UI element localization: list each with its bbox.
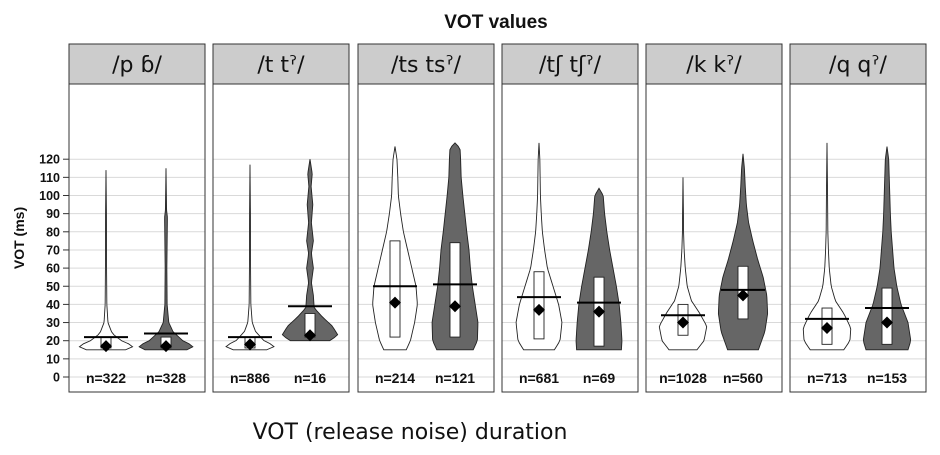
chart-title: VOT values — [444, 12, 548, 33]
median-diamond — [160, 340, 172, 353]
n-label: n=153 — [867, 370, 907, 386]
n-label: n=16 — [294, 370, 327, 386]
violin: n=560 — [717, 153, 769, 386]
median-diamond — [244, 338, 256, 351]
y-tick-label: 20 — [46, 334, 60, 348]
violin: n=121 — [431, 142, 479, 386]
violin-shape — [717, 153, 769, 351]
y-tick-label: 0 — [53, 371, 60, 385]
facet-panel: /k kˀ/n=1028 n=560 — [645, 43, 783, 393]
n-label: n=681 — [519, 370, 559, 386]
violin-shape — [862, 146, 912, 351]
facet-strip — [357, 43, 495, 85]
median-diamond — [449, 300, 461, 313]
facet-panel: /ts tsˀ/n=214 n=121 — [357, 43, 495, 393]
panel-border — [501, 83, 639, 393]
panel-border — [357, 83, 495, 393]
y-tick-label: 120 — [39, 153, 60, 167]
median-diamond — [677, 316, 689, 329]
iqr-box — [389, 240, 401, 338]
violin-shape — [225, 164, 275, 351]
y-tick-label: 60 — [46, 262, 60, 276]
y-tick-label: 90 — [46, 207, 60, 221]
y-axis-ticks: 0 10 20 30 40 50 60 70 80 90 100 110 120 — [39, 153, 69, 385]
violin-shape — [138, 168, 194, 351]
facet-strip — [645, 43, 783, 85]
panel-border — [645, 83, 783, 393]
y-axis-label: VOT (ms) — [11, 207, 27, 269]
y-tick-label: 50 — [46, 280, 60, 294]
figure-caption: VOT (release noise) duration — [252, 420, 568, 445]
iqr-box — [449, 242, 461, 338]
facet-panel: /p ɓ/n=322 n=328 — [68, 43, 206, 393]
facet-strip — [789, 43, 927, 85]
n-label: n=121 — [435, 370, 475, 386]
facet-panel: /t tˀ/n=886 n=16 — [212, 43, 350, 393]
facet-strip-label: /p ɓ/ — [112, 53, 162, 78]
violin: n=153 — [862, 146, 912, 386]
y-tick-label: 110 — [40, 171, 60, 185]
violin: n=322 — [78, 170, 134, 386]
violin-shape — [575, 187, 623, 351]
violin: n=886 — [225, 164, 275, 386]
violin: n=214 — [372, 146, 418, 386]
violin-shape — [281, 159, 339, 342]
panel-border — [789, 83, 927, 393]
median-diamond — [737, 289, 749, 302]
facet-strip-label: /tʃ tʃˀ/ — [539, 53, 602, 78]
violin-shape — [802, 142, 852, 351]
facet-strip-label: /q qˀ/ — [829, 53, 887, 78]
n-label: n=1028 — [659, 370, 707, 386]
facet-panels: /p ɓ/n=322 n=328/t tˀ/n=886 n=16/ts tsˀ/n=… — [68, 43, 927, 393]
violin: n=16 — [281, 159, 339, 386]
facet-strip-label: /t tˀ/ — [257, 53, 305, 78]
y-tick-label: 10 — [46, 352, 60, 366]
facet-strip-label: /k kˀ/ — [686, 53, 742, 78]
n-label: n=328 — [146, 370, 186, 386]
n-label: n=713 — [807, 370, 847, 386]
violin: n=1028 — [658, 177, 708, 386]
n-label: n=886 — [230, 370, 270, 386]
median-diamond — [389, 296, 401, 309]
facet-strip-label: /ts tsˀ/ — [391, 53, 462, 78]
facet-panel: /q qˀ/n=713 n=153 — [789, 43, 927, 393]
panel-border — [68, 83, 206, 393]
facet-panel: /tʃ tʃˀ/n=681 n=69 — [501, 43, 639, 393]
violin: n=328 — [138, 168, 194, 386]
n-label: n=214 — [375, 370, 415, 386]
y-tick-label: 30 — [46, 316, 60, 330]
median-diamond — [821, 321, 833, 334]
median-diamond — [881, 316, 893, 329]
violin: n=713 — [802, 142, 852, 386]
n-label: n=322 — [86, 370, 126, 386]
facet-strip — [68, 43, 206, 85]
n-label: n=69 — [583, 370, 616, 386]
median-diamond — [593, 305, 605, 318]
violin: n=69 — [575, 187, 623, 386]
violin: n=681 — [515, 142, 563, 386]
y-tick-label: 80 — [46, 225, 60, 239]
n-label: n=560 — [723, 370, 763, 386]
median-diamond — [533, 303, 545, 316]
median-diamond — [100, 340, 112, 353]
median-diamond — [304, 329, 316, 342]
iqr-box — [881, 287, 893, 345]
facet-strip — [212, 43, 350, 85]
panel-border — [212, 83, 350, 393]
y-tick-label: 70 — [46, 243, 60, 257]
violin-shape — [78, 170, 134, 351]
facet-strip — [501, 43, 639, 85]
y-tick-label: 40 — [46, 298, 60, 312]
y-tick-label: 100 — [39, 189, 60, 203]
violin-shape — [658, 177, 708, 351]
